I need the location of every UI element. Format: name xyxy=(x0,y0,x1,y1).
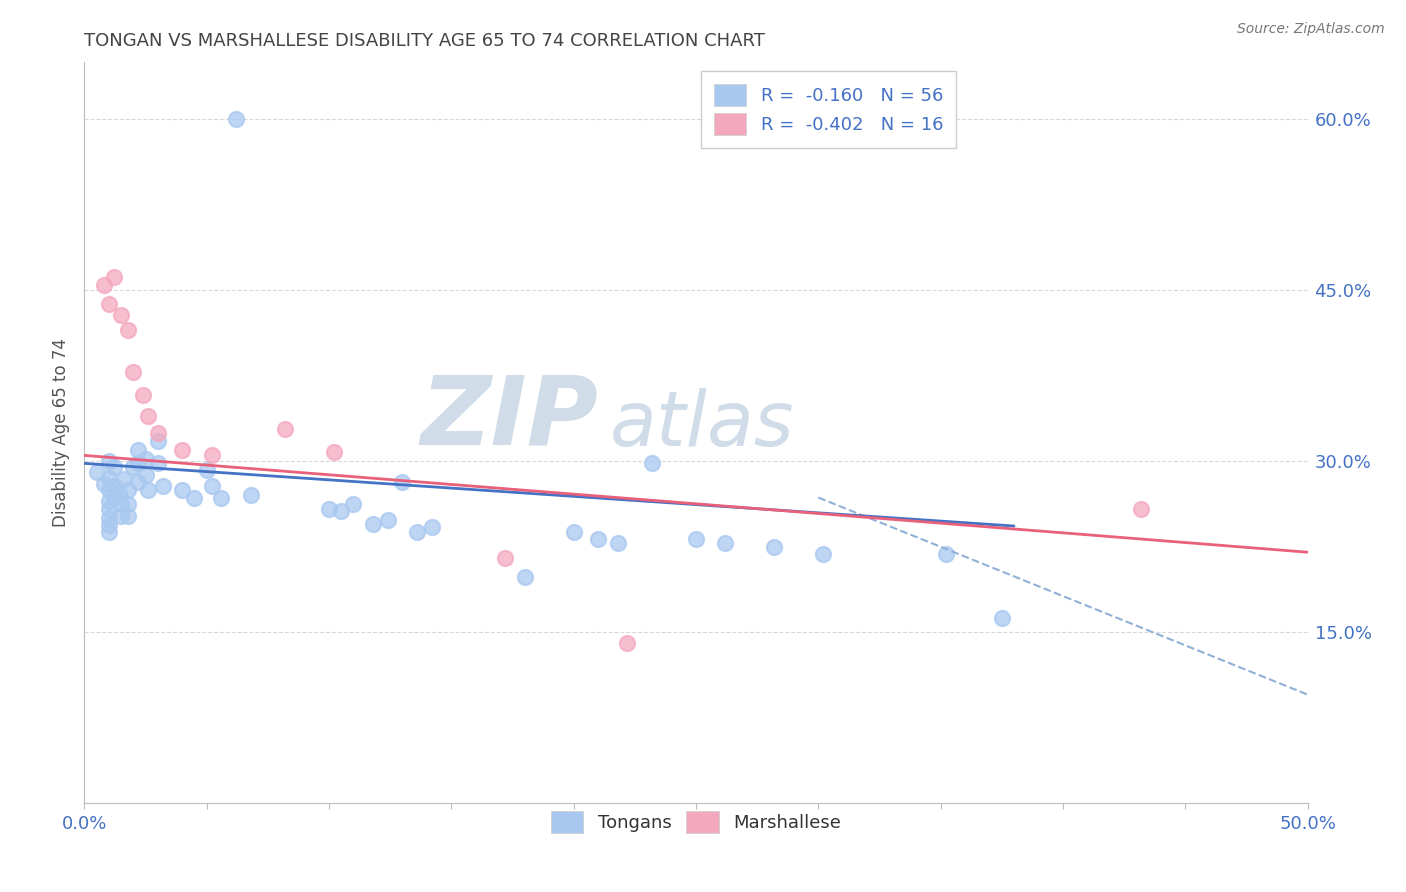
Point xyxy=(107,486,129,500)
Point xyxy=(200,449,222,463)
Point xyxy=(97,524,120,539)
Point xyxy=(127,456,149,470)
Point xyxy=(103,459,125,474)
Point xyxy=(135,467,157,482)
Point xyxy=(97,511,120,525)
Point xyxy=(127,475,149,489)
Point xyxy=(135,451,157,466)
Point xyxy=(146,425,169,440)
Point xyxy=(97,517,120,532)
Text: atlas: atlas xyxy=(610,388,794,462)
Point xyxy=(103,269,125,284)
Point xyxy=(97,502,120,516)
Point xyxy=(93,277,115,292)
Point xyxy=(183,491,205,505)
Point xyxy=(391,475,413,489)
Point xyxy=(763,540,786,554)
Point xyxy=(112,472,135,486)
Point xyxy=(562,524,585,539)
Point xyxy=(685,532,707,546)
Point xyxy=(136,483,159,497)
Text: TONGAN VS MARSHALLESE DISABILITY AGE 65 TO 74 CORRELATION CHART: TONGAN VS MARSHALLESE DISABILITY AGE 65 … xyxy=(84,32,765,50)
Point xyxy=(152,479,174,493)
Point xyxy=(606,536,628,550)
Point xyxy=(103,479,125,493)
Point xyxy=(146,434,169,448)
Point xyxy=(97,297,120,311)
Point xyxy=(110,508,132,523)
Point xyxy=(117,483,139,497)
Point xyxy=(93,476,115,491)
Point xyxy=(110,497,132,511)
Point xyxy=(103,491,125,505)
Legend: Tongans, Marshallese: Tongans, Marshallese xyxy=(538,798,853,846)
Point xyxy=(616,636,638,650)
Point xyxy=(172,442,194,457)
Point xyxy=(146,456,169,470)
Point xyxy=(172,483,194,497)
Point xyxy=(239,488,262,502)
Point xyxy=(714,536,737,550)
Point xyxy=(406,524,429,539)
Point xyxy=(97,471,120,485)
Point xyxy=(132,388,155,402)
Text: ZIP: ZIP xyxy=(420,371,598,465)
Point xyxy=(811,548,834,562)
Point xyxy=(200,479,222,493)
Point xyxy=(934,548,956,562)
Point xyxy=(225,112,247,127)
Point xyxy=(122,365,145,379)
Point xyxy=(586,532,609,546)
Point xyxy=(122,459,145,474)
Point xyxy=(136,409,159,423)
Point xyxy=(420,520,443,534)
Point xyxy=(318,502,340,516)
Point xyxy=(117,323,139,337)
Point xyxy=(322,445,344,459)
Point xyxy=(361,516,384,531)
Point xyxy=(97,494,120,508)
Text: Source: ZipAtlas.com: Source: ZipAtlas.com xyxy=(1237,22,1385,37)
Point xyxy=(195,463,218,477)
Point xyxy=(209,491,232,505)
Point xyxy=(1130,502,1153,516)
Point xyxy=(97,454,120,468)
Point xyxy=(117,497,139,511)
Point xyxy=(377,513,399,527)
Point xyxy=(513,570,536,584)
Point xyxy=(110,308,132,322)
Point xyxy=(127,442,149,457)
Point xyxy=(274,422,297,436)
Point xyxy=(641,456,664,470)
Y-axis label: Disability Age 65 to 74: Disability Age 65 to 74 xyxy=(52,338,70,527)
Point xyxy=(117,508,139,523)
Point xyxy=(86,466,108,480)
Point xyxy=(330,504,353,518)
Point xyxy=(494,550,516,565)
Point xyxy=(991,611,1014,625)
Point xyxy=(97,483,120,497)
Point xyxy=(342,497,364,511)
